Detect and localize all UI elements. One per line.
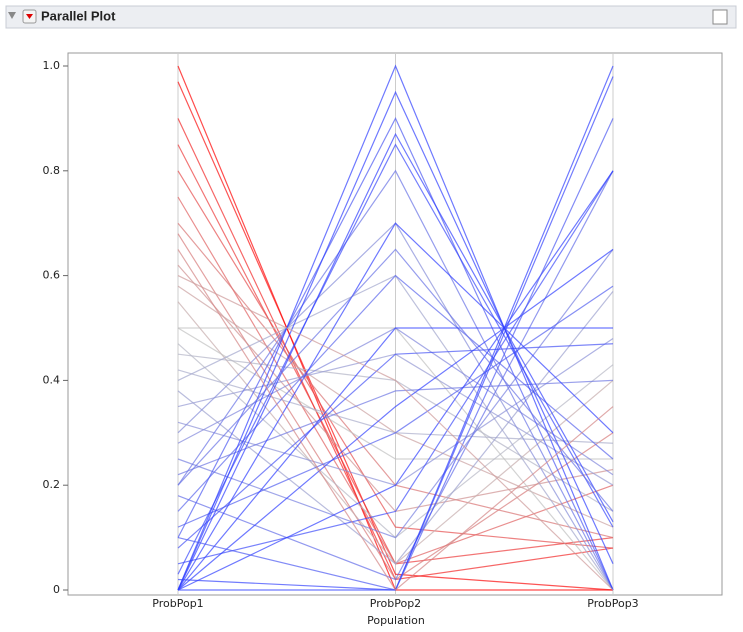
- profile-line: [177, 274, 614, 512]
- profile-line: [177, 64, 614, 591]
- y-tick-label: 0.6: [43, 269, 61, 282]
- profile-line: [177, 290, 614, 565]
- profile-line: [177, 248, 614, 591]
- profile-line: [177, 117, 614, 591]
- profile-line: [177, 169, 614, 591]
- collapse-toggle[interactable]: [8, 12, 16, 19]
- profile-line: [177, 343, 614, 549]
- profile-line: [177, 327, 613, 591]
- panel-title: Parallel Plot: [41, 8, 116, 23]
- profile-line: [177, 275, 614, 591]
- x-tick-label: ProbPop2: [370, 597, 421, 610]
- x-tick-label: ProbPop1: [152, 597, 203, 610]
- x-axis-label: Population: [367, 614, 425, 627]
- profile-line: [177, 132, 614, 591]
- profile-line: [177, 143, 614, 575]
- menu-icon: [26, 14, 33, 19]
- profile-line: [177, 249, 614, 539]
- profile-line: [177, 285, 614, 528]
- profile-line: [177, 222, 614, 591]
- profile-line: [177, 379, 614, 476]
- profile-line: [177, 90, 614, 591]
- profile-line: [177, 170, 614, 549]
- profile-line: [177, 81, 614, 591]
- profile-line: [177, 170, 614, 581]
- y-tick-label: 0.8: [43, 164, 61, 177]
- profile-line: [177, 327, 613, 460]
- x-tick-label: ProbPop3: [587, 597, 638, 610]
- y-tick-label: 1.0: [43, 59, 61, 72]
- y-tick-label: 0.4: [43, 373, 61, 386]
- y-tick-label: 0: [53, 583, 60, 596]
- panel-options-button[interactable]: [712, 9, 728, 25]
- y-tick-label: 0.2: [43, 478, 61, 491]
- profile-line: [177, 170, 614, 565]
- header-bar: [5, 5, 737, 29]
- profile-line: [177, 249, 614, 591]
- profile-line: [177, 248, 614, 512]
